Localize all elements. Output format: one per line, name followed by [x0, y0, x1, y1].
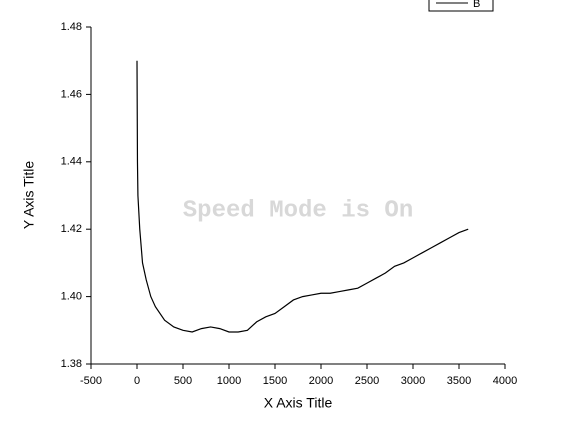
x-tick-label: 2000	[309, 375, 333, 387]
x-axis-title: X Axis Title	[264, 395, 333, 411]
x-tick-label: 0	[134, 375, 140, 387]
y-tick-label: 1.48	[61, 21, 82, 33]
y-axis-title: Y Axis Title	[21, 161, 37, 229]
x-tick-label: 500	[174, 375, 192, 387]
y-tick-label: 1.42	[61, 223, 82, 235]
x-tick-label: 3000	[401, 375, 425, 387]
data-line	[136, 60, 469, 333]
legend-box	[428, 0, 494, 12]
x-tick-label: 4000	[493, 375, 517, 387]
x-tick-label: 1000	[217, 375, 241, 387]
x-tick-label: 1500	[263, 375, 287, 387]
y-tick-label: 1.40	[61, 291, 82, 303]
watermark: Speed Mode is On	[183, 197, 413, 224]
legend-label: B	[473, 0, 480, 10]
x-tick-label: 3500	[447, 375, 471, 387]
y-tick-label: 1.38	[61, 358, 82, 370]
x-tick-label: 2500	[355, 375, 379, 387]
y-tick-label: 1.46	[61, 88, 82, 100]
x-tick-label: -500	[80, 375, 102, 387]
y-tick-label: 1.44	[61, 156, 82, 168]
